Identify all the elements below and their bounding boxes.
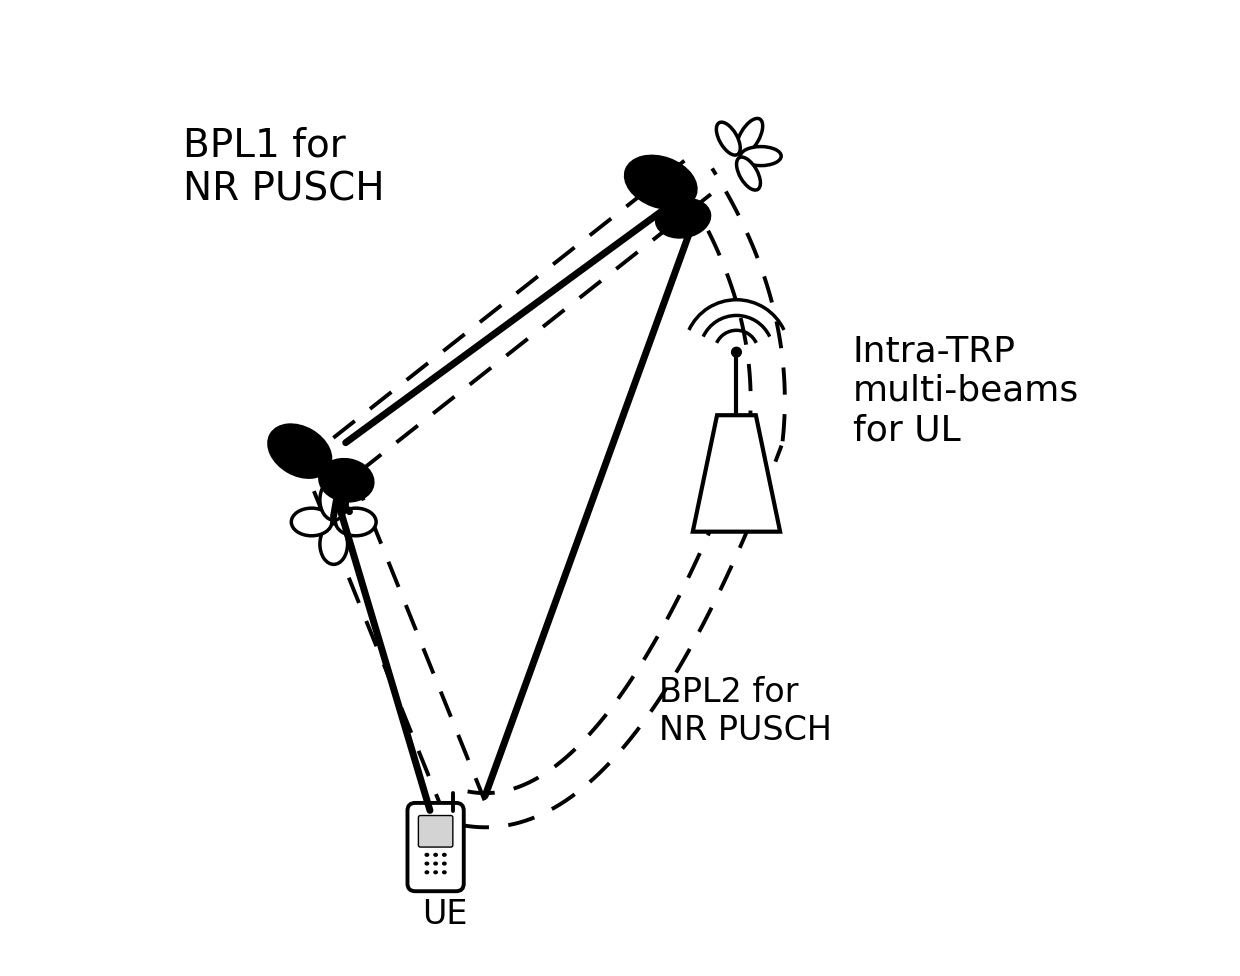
Text: BPL2 for
NR PUSCH: BPL2 for NR PUSCH [658,675,832,747]
Ellipse shape [320,479,347,520]
FancyBboxPatch shape [418,816,453,847]
Ellipse shape [737,157,760,190]
Ellipse shape [434,862,438,865]
Ellipse shape [336,508,376,536]
Ellipse shape [320,460,373,501]
Ellipse shape [737,118,763,155]
Ellipse shape [625,156,696,208]
Ellipse shape [320,524,347,564]
Ellipse shape [443,862,446,865]
Ellipse shape [740,146,781,166]
Ellipse shape [732,347,742,357]
Ellipse shape [425,853,429,856]
Ellipse shape [269,426,331,477]
Text: BPL1 for
NR PUSCH: BPL1 for NR PUSCH [184,127,384,209]
Ellipse shape [425,862,429,865]
FancyBboxPatch shape [408,803,464,891]
Ellipse shape [425,871,429,874]
Text: UE: UE [423,899,467,931]
Ellipse shape [443,853,446,856]
Ellipse shape [717,122,740,155]
Ellipse shape [434,853,438,856]
Polygon shape [693,415,780,532]
Ellipse shape [291,508,332,536]
Ellipse shape [443,871,446,874]
Ellipse shape [657,199,709,237]
Text: Intra-TRP
multi-beams
for UL: Intra-TRP multi-beams for UL [853,335,1079,447]
Ellipse shape [434,871,438,874]
